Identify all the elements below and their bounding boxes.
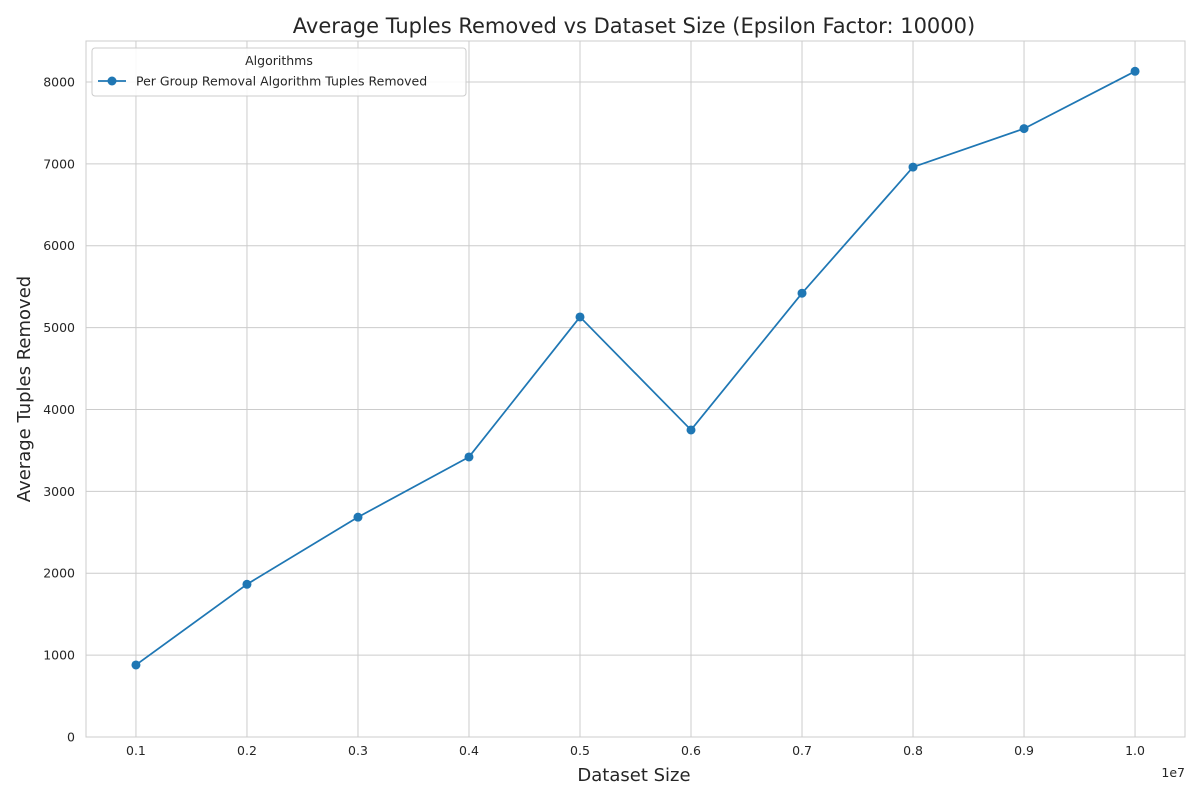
y-tick-label: 7000	[43, 156, 75, 171]
data-point	[353, 512, 363, 522]
x-tick-label: 0.8	[903, 743, 923, 758]
y-tick-label: 5000	[43, 320, 75, 335]
x-tick-label: 0.4	[459, 743, 479, 758]
x-tick-label: 0.9	[1014, 743, 1034, 758]
data-point	[464, 452, 474, 462]
y-tick-label: 1000	[43, 648, 75, 663]
data-point	[242, 579, 252, 589]
y-tick-label: 4000	[43, 402, 75, 417]
series-line	[135, 70, 1136, 666]
plot-frame	[85, 40, 1186, 738]
legend-box	[91, 47, 467, 97]
y-tick-label: 8000	[43, 74, 75, 89]
legend-marker-swatch	[107, 76, 117, 86]
x-tick-label: 0.2	[237, 743, 257, 758]
data-point	[686, 425, 696, 435]
y-tick-label: 0	[67, 730, 75, 745]
tick-labels: 0.1 0.2 0.3 0.4 0.5 0.6 0.7 0.8 0.9 1.0 0 1000 2000 3…	[43, 74, 1145, 758]
y-tick-label: 3000	[43, 484, 75, 499]
x-tick-label: 0.1	[126, 743, 146, 758]
y-tick-label: 2000	[43, 566, 75, 581]
data-point	[797, 288, 807, 298]
legend-series-label: Per Group Removal Algorithm Tuples Remov…	[136, 74, 427, 89]
y-axis-title: Average Tuples Removed	[14, 276, 35, 502]
legend: Algorithms Per Group Removal Algorithm T…	[91, 47, 467, 97]
x-tick-label: 1.0	[1125, 743, 1145, 758]
x-tick-label: 0.3	[348, 743, 368, 758]
data-point	[1019, 124, 1029, 134]
legend-title: Algorithms	[245, 53, 313, 68]
data-point	[908, 162, 918, 172]
chart-title: Average Tuples Removed vs Dataset Size (…	[293, 14, 975, 38]
data-point	[575, 312, 585, 322]
x-axis-offset-label: 1e7	[1161, 765, 1185, 780]
y-tick-label: 6000	[43, 238, 75, 253]
x-axis-title: Dataset Size	[577, 765, 690, 786]
data-point	[1130, 66, 1140, 76]
x-tick-label: 0.5	[570, 743, 590, 758]
x-tick-label: 0.7	[792, 743, 812, 758]
data-point	[131, 660, 141, 670]
series-layer	[131, 66, 1140, 670]
x-tick-label: 0.6	[681, 743, 701, 758]
grid	[86, 41, 1185, 738]
